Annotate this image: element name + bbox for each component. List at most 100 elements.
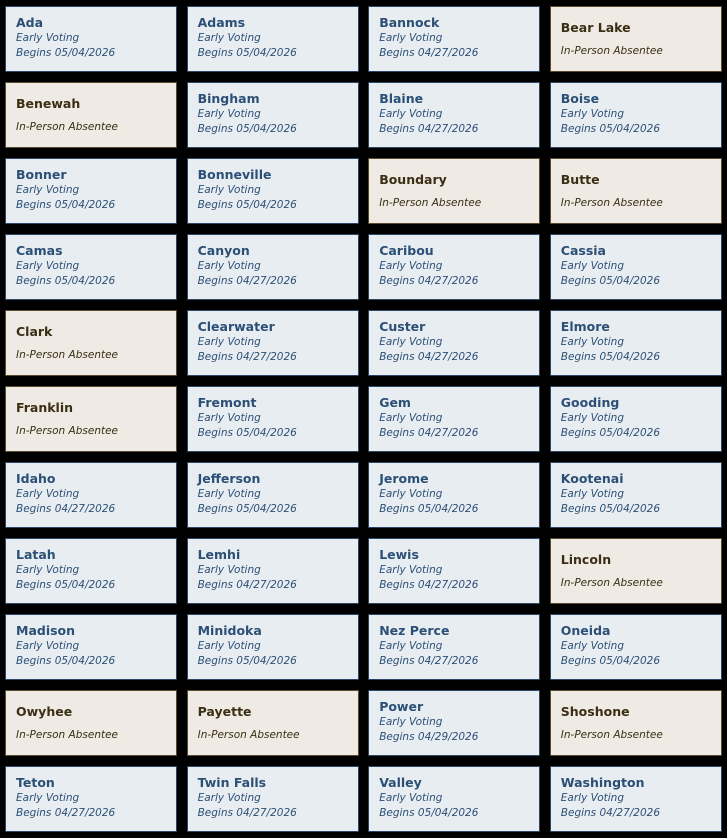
county-card[interactable]: Lincoln In-Person Absentee xyxy=(549,538,722,604)
voting-type: Early Voting xyxy=(379,640,443,652)
county-name: Elmore xyxy=(560,319,610,334)
voting-type: Early Voting xyxy=(16,564,80,576)
county-card[interactable]: Boundary In-Person Absentee xyxy=(368,158,541,224)
county-card[interactable]: Clearwater Early Voting Begins 04/27/2026 xyxy=(186,310,359,376)
county-card[interactable]: Bingham Early Voting Begins 05/04/2026 xyxy=(186,82,359,148)
county-card[interactable]: Blaine Early Voting Begins 04/27/2026 xyxy=(368,82,541,148)
county-name: Twin Falls xyxy=(197,775,267,790)
county-card[interactable]: Kootenai Early Voting Begins 05/04/2026 xyxy=(549,462,722,528)
county-card[interactable]: Benewah In-Person Absentee xyxy=(5,82,177,148)
county-card[interactable]: Bannock Early Voting Begins 04/27/2026 xyxy=(368,6,541,72)
county-name: Valley xyxy=(379,775,422,790)
voting-type: Early Voting xyxy=(197,260,261,272)
county-card[interactable]: Custer Early Voting Begins 04/27/2026 xyxy=(368,310,541,376)
voting-type: In-Person Absentee xyxy=(16,424,119,437)
county-card[interactable]: Bonner Early Voting Begins 05/04/2026 xyxy=(5,158,177,224)
voting-type: Early Voting xyxy=(197,564,261,576)
voting-type: In-Person Absentee xyxy=(16,120,119,133)
county-card[interactable]: Shoshone In-Person Absentee xyxy=(549,690,722,756)
county-card[interactable]: Lewis Early Voting Begins 04/27/2026 xyxy=(368,538,541,604)
voting-type: Early Voting xyxy=(16,32,80,44)
county-name: Bannock xyxy=(379,15,440,30)
county-name: Lemhi xyxy=(197,547,241,562)
voting-type: Early Voting xyxy=(560,260,624,272)
voting-type: In-Person Absentee xyxy=(560,196,663,209)
county-card[interactable]: Twin Falls Early Voting Begins 04/27/2026 xyxy=(186,766,359,832)
county-card[interactable]: Gooding Early Voting Begins 05/04/2026 xyxy=(549,386,722,452)
county-card[interactable]: Teton Early Voting Begins 04/27/2026 xyxy=(5,766,177,832)
voting-type: Early Voting xyxy=(379,108,443,120)
county-name: Nez Perce xyxy=(379,623,450,638)
voting-type: Early Voting xyxy=(379,32,443,44)
county-card[interactable]: Jerome Early Voting Begins 05/04/2026 xyxy=(368,462,541,528)
begin-date: Begins 05/04/2026 xyxy=(560,275,661,287)
begin-date: Begins 04/27/2026 xyxy=(197,807,297,819)
county-card[interactable]: Camas Early Voting Begins 05/04/2026 xyxy=(5,234,177,300)
voting-type: In-Person Absentee xyxy=(560,44,663,57)
county-card[interactable]: Oneida Early Voting Begins 05/04/2026 xyxy=(549,614,722,680)
begin-date: Begins 05/04/2026 xyxy=(560,123,661,135)
county-name: Caribou xyxy=(379,243,434,258)
begin-date: Begins 05/04/2026 xyxy=(560,655,661,667)
county-card[interactable]: Washington Early Voting Begins 04/27/2026 xyxy=(549,766,722,832)
county-card[interactable]: Adams Early Voting Begins 05/04/2026 xyxy=(186,6,359,72)
begin-date: Begins 05/04/2026 xyxy=(560,427,661,439)
voting-type: Early Voting xyxy=(560,108,624,120)
county-card[interactable]: Boise Early Voting Begins 05/04/2026 xyxy=(549,82,722,148)
voting-type: Early Voting xyxy=(560,336,624,348)
county-card[interactable]: Butte In-Person Absentee xyxy=(549,158,722,224)
county-name: Boundary xyxy=(379,171,447,187)
county-card[interactable]: Fremont Early Voting Begins 05/04/2026 xyxy=(186,386,359,452)
county-card[interactable]: Valley Early Voting Begins 05/04/2026 xyxy=(368,766,541,832)
voting-type: Early Voting xyxy=(16,792,80,804)
voting-type: Early Voting xyxy=(379,336,443,348)
voting-type: Early Voting xyxy=(16,640,80,652)
county-card[interactable]: Cassia Early Voting Begins 05/04/2026 xyxy=(549,234,722,300)
county-card[interactable]: Payette In-Person Absentee xyxy=(186,690,359,756)
begin-date: Begins 05/04/2026 xyxy=(197,655,297,667)
begin-date: Begins 04/27/2026 xyxy=(560,807,661,819)
county-card[interactable]: Madison Early Voting Begins 05/04/2026 xyxy=(5,614,177,680)
county-name: Kootenai xyxy=(560,471,624,486)
county-name: Camas xyxy=(16,243,63,258)
county-card[interactable]: Lemhi Early Voting Begins 04/27/2026 xyxy=(186,538,359,604)
county-name: Oneida xyxy=(560,623,611,638)
county-name: Butte xyxy=(560,171,600,187)
voting-type: Early Voting xyxy=(16,488,80,500)
voting-type: In-Person Absentee xyxy=(560,576,663,589)
county-card[interactable]: Owyhee In-Person Absentee xyxy=(5,690,177,756)
county-name: Clearwater xyxy=(197,319,275,334)
county-card[interactable]: Minidoka Early Voting Begins 05/04/2026 xyxy=(186,614,359,680)
voting-type: Early Voting xyxy=(197,412,261,424)
voting-type: Early Voting xyxy=(560,412,624,424)
county-card[interactable]: Clark In-Person Absentee xyxy=(5,310,177,376)
county-card[interactable]: Franklin In-Person Absentee xyxy=(5,386,177,452)
county-name: Custer xyxy=(379,319,426,334)
begin-date: Begins 04/27/2026 xyxy=(197,351,297,363)
begin-date: Begins 04/27/2026 xyxy=(379,351,479,363)
begin-date: Begins 04/27/2026 xyxy=(379,579,479,591)
begin-date: Begins 05/04/2026 xyxy=(197,199,297,211)
county-card[interactable]: Ada Early Voting Begins 05/04/2026 xyxy=(5,6,177,72)
begin-date: Begins 05/04/2026 xyxy=(560,503,661,515)
voting-type: Early Voting xyxy=(16,184,80,196)
county-card[interactable]: Idaho Early Voting Begins 04/27/2026 xyxy=(5,462,177,528)
county-card[interactable]: Canyon Early Voting Begins 04/27/2026 xyxy=(186,234,359,300)
county-card[interactable]: Latah Early Voting Begins 05/04/2026 xyxy=(5,538,177,604)
begin-date: Begins 05/04/2026 xyxy=(379,807,479,819)
begin-date: Begins 04/29/2026 xyxy=(379,731,479,743)
county-name: Gooding xyxy=(560,395,620,410)
county-name: Power xyxy=(379,699,424,714)
county-card[interactable]: Power Early Voting Begins 04/29/2026 xyxy=(368,690,541,756)
county-card[interactable]: Nez Perce Early Voting Begins 04/27/2026 xyxy=(368,614,541,680)
county-card[interactable]: Jefferson Early Voting Begins 05/04/2026 xyxy=(186,462,359,528)
begin-date: Begins 04/27/2026 xyxy=(379,427,479,439)
county-card[interactable]: Bear Lake In-Person Absentee xyxy=(549,6,722,72)
county-card[interactable]: Elmore Early Voting Begins 05/04/2026 xyxy=(549,310,722,376)
begin-date: Begins 05/04/2026 xyxy=(16,199,116,211)
voting-type: Early Voting xyxy=(379,564,443,576)
county-card[interactable]: Caribou Early Voting Begins 04/27/2026 xyxy=(368,234,541,300)
county-card[interactable]: Gem Early Voting Begins 04/27/2026 xyxy=(368,386,541,452)
county-card[interactable]: Bonneville Early Voting Begins 05/04/2026 xyxy=(186,158,359,224)
voting-type: Early Voting xyxy=(197,792,261,804)
